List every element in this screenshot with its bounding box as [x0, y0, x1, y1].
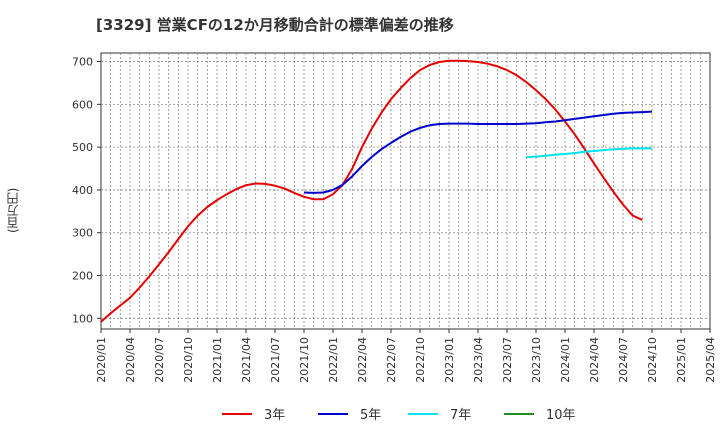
- x-tick-label: 2020/07: [153, 337, 166, 383]
- x-tick-label: 2025/01: [675, 337, 688, 383]
- y-axis-ticks: 100 200 300 400 500 600 700: [72, 56, 101, 325]
- x-tick-label: 2020/10: [182, 337, 195, 383]
- legend-label-10年: 10年: [546, 408, 576, 423]
- legend-label-7年: 7年: [450, 408, 471, 423]
- x-tick-label: 2023/07: [501, 337, 514, 383]
- x-tick-label: 2023/01: [443, 337, 456, 383]
- x-tick-label: 2024/01: [559, 337, 572, 383]
- y-tick-label: 300: [72, 227, 93, 240]
- y-tick-label: 400: [72, 184, 93, 197]
- plot-area: [100, 52, 711, 330]
- x-tick-label: 2022/10: [414, 337, 427, 383]
- x-tick-label: 2023/04: [472, 337, 485, 383]
- legend-label-3年: 3年: [264, 408, 285, 423]
- y-tick-label: 500: [72, 141, 93, 154]
- x-tick-label: 2020/04: [124, 337, 137, 383]
- x-tick-label: 2021/07: [269, 337, 282, 383]
- x-tick-label: 2021/04: [240, 337, 253, 383]
- y-tick-label: 700: [72, 56, 93, 69]
- x-tick-label: 2024/10: [646, 337, 659, 383]
- series-line-3年: [100, 59, 643, 323]
- x-tick-label: 2022/07: [385, 337, 398, 383]
- y-tick-label: 200: [72, 270, 93, 283]
- series-line-7年: [526, 147, 652, 158]
- legend: 3年 5年 7年 10年: [222, 408, 576, 423]
- x-tick-label: 2021/10: [298, 337, 311, 383]
- x-tick-label: 2024/07: [617, 337, 630, 383]
- x-tick-label: 2024/04: [588, 337, 601, 383]
- x-tick-label: 2022/04: [356, 337, 369, 383]
- series-line-5年: [303, 110, 653, 194]
- chart-title: [3329] 営業CFの12か月移動合計の標準偏差の推移: [96, 16, 454, 34]
- x-tick-label: 2020/01: [95, 337, 108, 383]
- legend-label-5年: 5年: [360, 408, 381, 423]
- y-tick-label: 100: [72, 312, 93, 325]
- x-tick-label: 2023/10: [530, 337, 543, 383]
- x-axis-ticks: 2020/01 2020/04 2020/07 2020/10 2021/01 2021/…: [95, 329, 717, 383]
- grid-lines: [101, 53, 710, 329]
- y-tick-label: 600: [72, 98, 93, 111]
- series-lines: [100, 59, 653, 323]
- x-tick-label: 2025/04: [704, 337, 717, 383]
- x-tick-label: 2021/01: [211, 337, 224, 383]
- x-tick-label: 2022/01: [327, 337, 340, 383]
